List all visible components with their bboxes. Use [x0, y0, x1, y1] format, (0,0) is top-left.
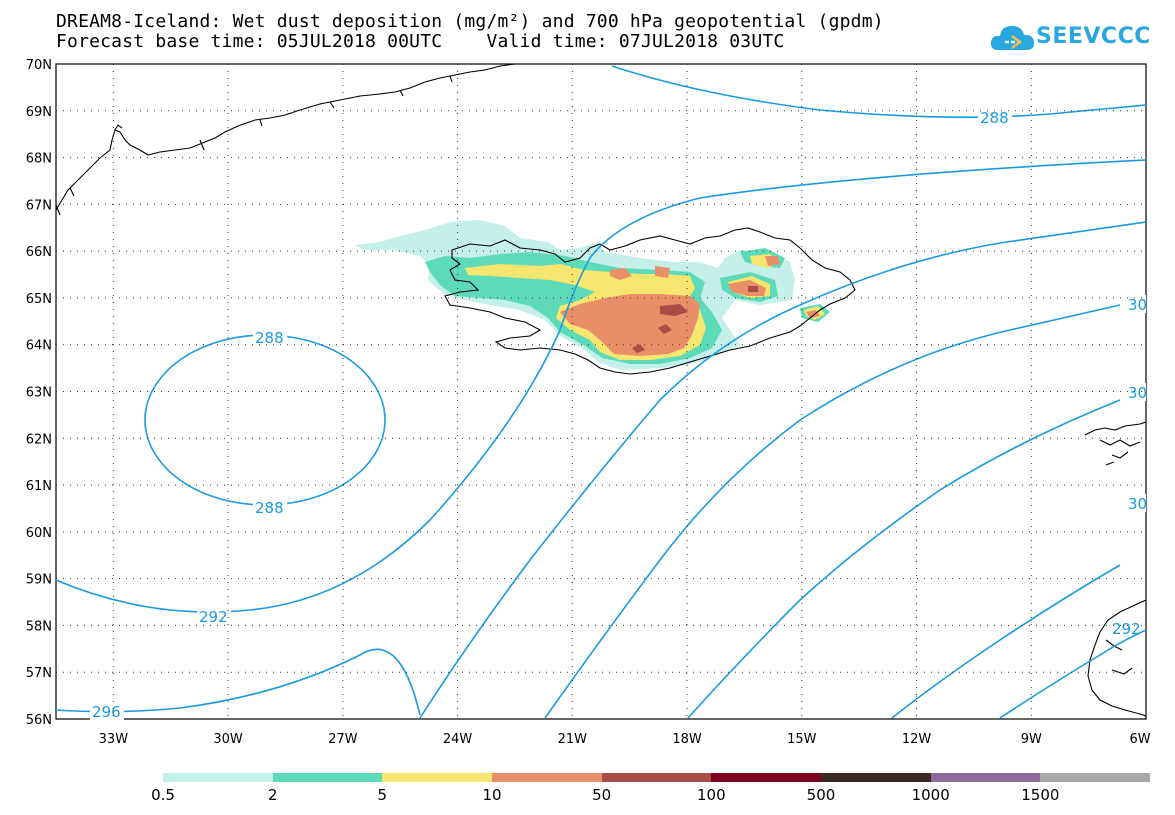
latitude-label: 66N [26, 245, 52, 260]
legend-label: 0.5 [151, 786, 175, 804]
greenland-coast-fringe [55, 75, 453, 216]
longitude-label: 15W [787, 732, 817, 747]
legend-swatch [492, 773, 602, 782]
latitude-label: 61N [26, 479, 52, 494]
contour-label: 288 [980, 109, 1009, 127]
latitude-label: 65N [26, 292, 52, 307]
contour-30-a [544, 304, 1121, 719]
contour-label: 30 [1128, 296, 1147, 314]
legend-label: 1500 [1021, 786, 1060, 804]
longitude-label: 12W [902, 732, 932, 747]
latitude-label: 59N [26, 573, 52, 588]
latitude-label: 57N [26, 666, 52, 681]
forecast-times: Forecast base time: 05JUL2018 00UTC Vali… [56, 31, 785, 52]
latitude-label: 67N [26, 198, 52, 213]
longitude-label: 6W [1129, 732, 1150, 747]
latitude-label: 64N [26, 339, 52, 354]
latitude-labels: 70N 69N 68N 67N 66N 65N 64N 63N 62N 61N 60N 59N 58N 5… [26, 58, 52, 728]
longitude-label: 33W [99, 732, 129, 747]
legend-label: 2 [267, 786, 278, 804]
contour-label: 292 [199, 608, 228, 626]
longitude-label: 30W [213, 732, 243, 747]
contour-label: 292 [1112, 620, 1141, 638]
legend-label: 50 [592, 786, 612, 804]
longitude-label: 18W [672, 732, 702, 747]
map-frame [55, 63, 1147, 720]
coastlines [55, 63, 1147, 717]
longitude-label: 27W [328, 732, 358, 747]
contour-label: 288 [255, 499, 284, 517]
legend-swatch [601, 773, 712, 782]
legend-swatch [382, 773, 493, 782]
legend-label: 500 [806, 786, 836, 804]
legend-swatch [1040, 773, 1151, 782]
color-legend [163, 773, 1151, 782]
geopotential-contours: 288 288 288 292 296 30 30 30 292 [55, 65, 1147, 721]
legend-label: 10 [482, 786, 502, 804]
latitude-label: 58N [26, 619, 52, 634]
map-title: DREAM8-Iceland: Wet dust deposition (mg/… [56, 11, 884, 32]
legend-label: 1000 [911, 786, 950, 804]
latitude-label: 68N [26, 152, 52, 167]
contour-label: 30 [1128, 384, 1147, 402]
dust-area-orange [560, 256, 820, 356]
greenland-coast [55, 63, 516, 211]
dust-deposition-field [355, 220, 830, 370]
contour-30-c [891, 564, 1121, 719]
latitude-label: 70N [26, 58, 52, 73]
faroe-norway-coast [1084, 421, 1147, 466]
legend-label: 5 [377, 786, 388, 804]
legend-swatch [930, 773, 1041, 782]
latitude-label: 69N [26, 105, 52, 120]
contour-label: 296 [92, 703, 121, 721]
latitude-label: 63N [26, 386, 52, 401]
longitude-label: 21W [558, 732, 588, 747]
contour-292 [55, 159, 1147, 613]
legend-swatch [163, 773, 273, 782]
latitude-label: 62N [26, 432, 52, 447]
latitude-label: 56N [26, 713, 52, 728]
cloud-icon [990, 26, 1035, 50]
legend-swatch [711, 773, 822, 782]
latitude-label: 60N [26, 526, 52, 541]
legend-swatch [272, 773, 383, 782]
contour-30-b [687, 399, 1121, 719]
logo-text: SEEVCCC [1036, 24, 1151, 49]
legend-swatch [821, 773, 931, 782]
longitude-label: 9W [1021, 732, 1042, 747]
longitude-labels: 33W 30W 27W 24W 21W 18W 15W 12W 9W 6W [99, 732, 1151, 747]
contour-label: 288 [255, 329, 284, 347]
contour-30-d [999, 629, 1147, 719]
seevccc-logo: SEEVCCC [990, 20, 1150, 56]
longitude-label: 24W [443, 732, 473, 747]
iceland-coast [444, 227, 856, 375]
legend-label: 100 [697, 786, 726, 804]
contour-label: 30 [1128, 495, 1147, 513]
